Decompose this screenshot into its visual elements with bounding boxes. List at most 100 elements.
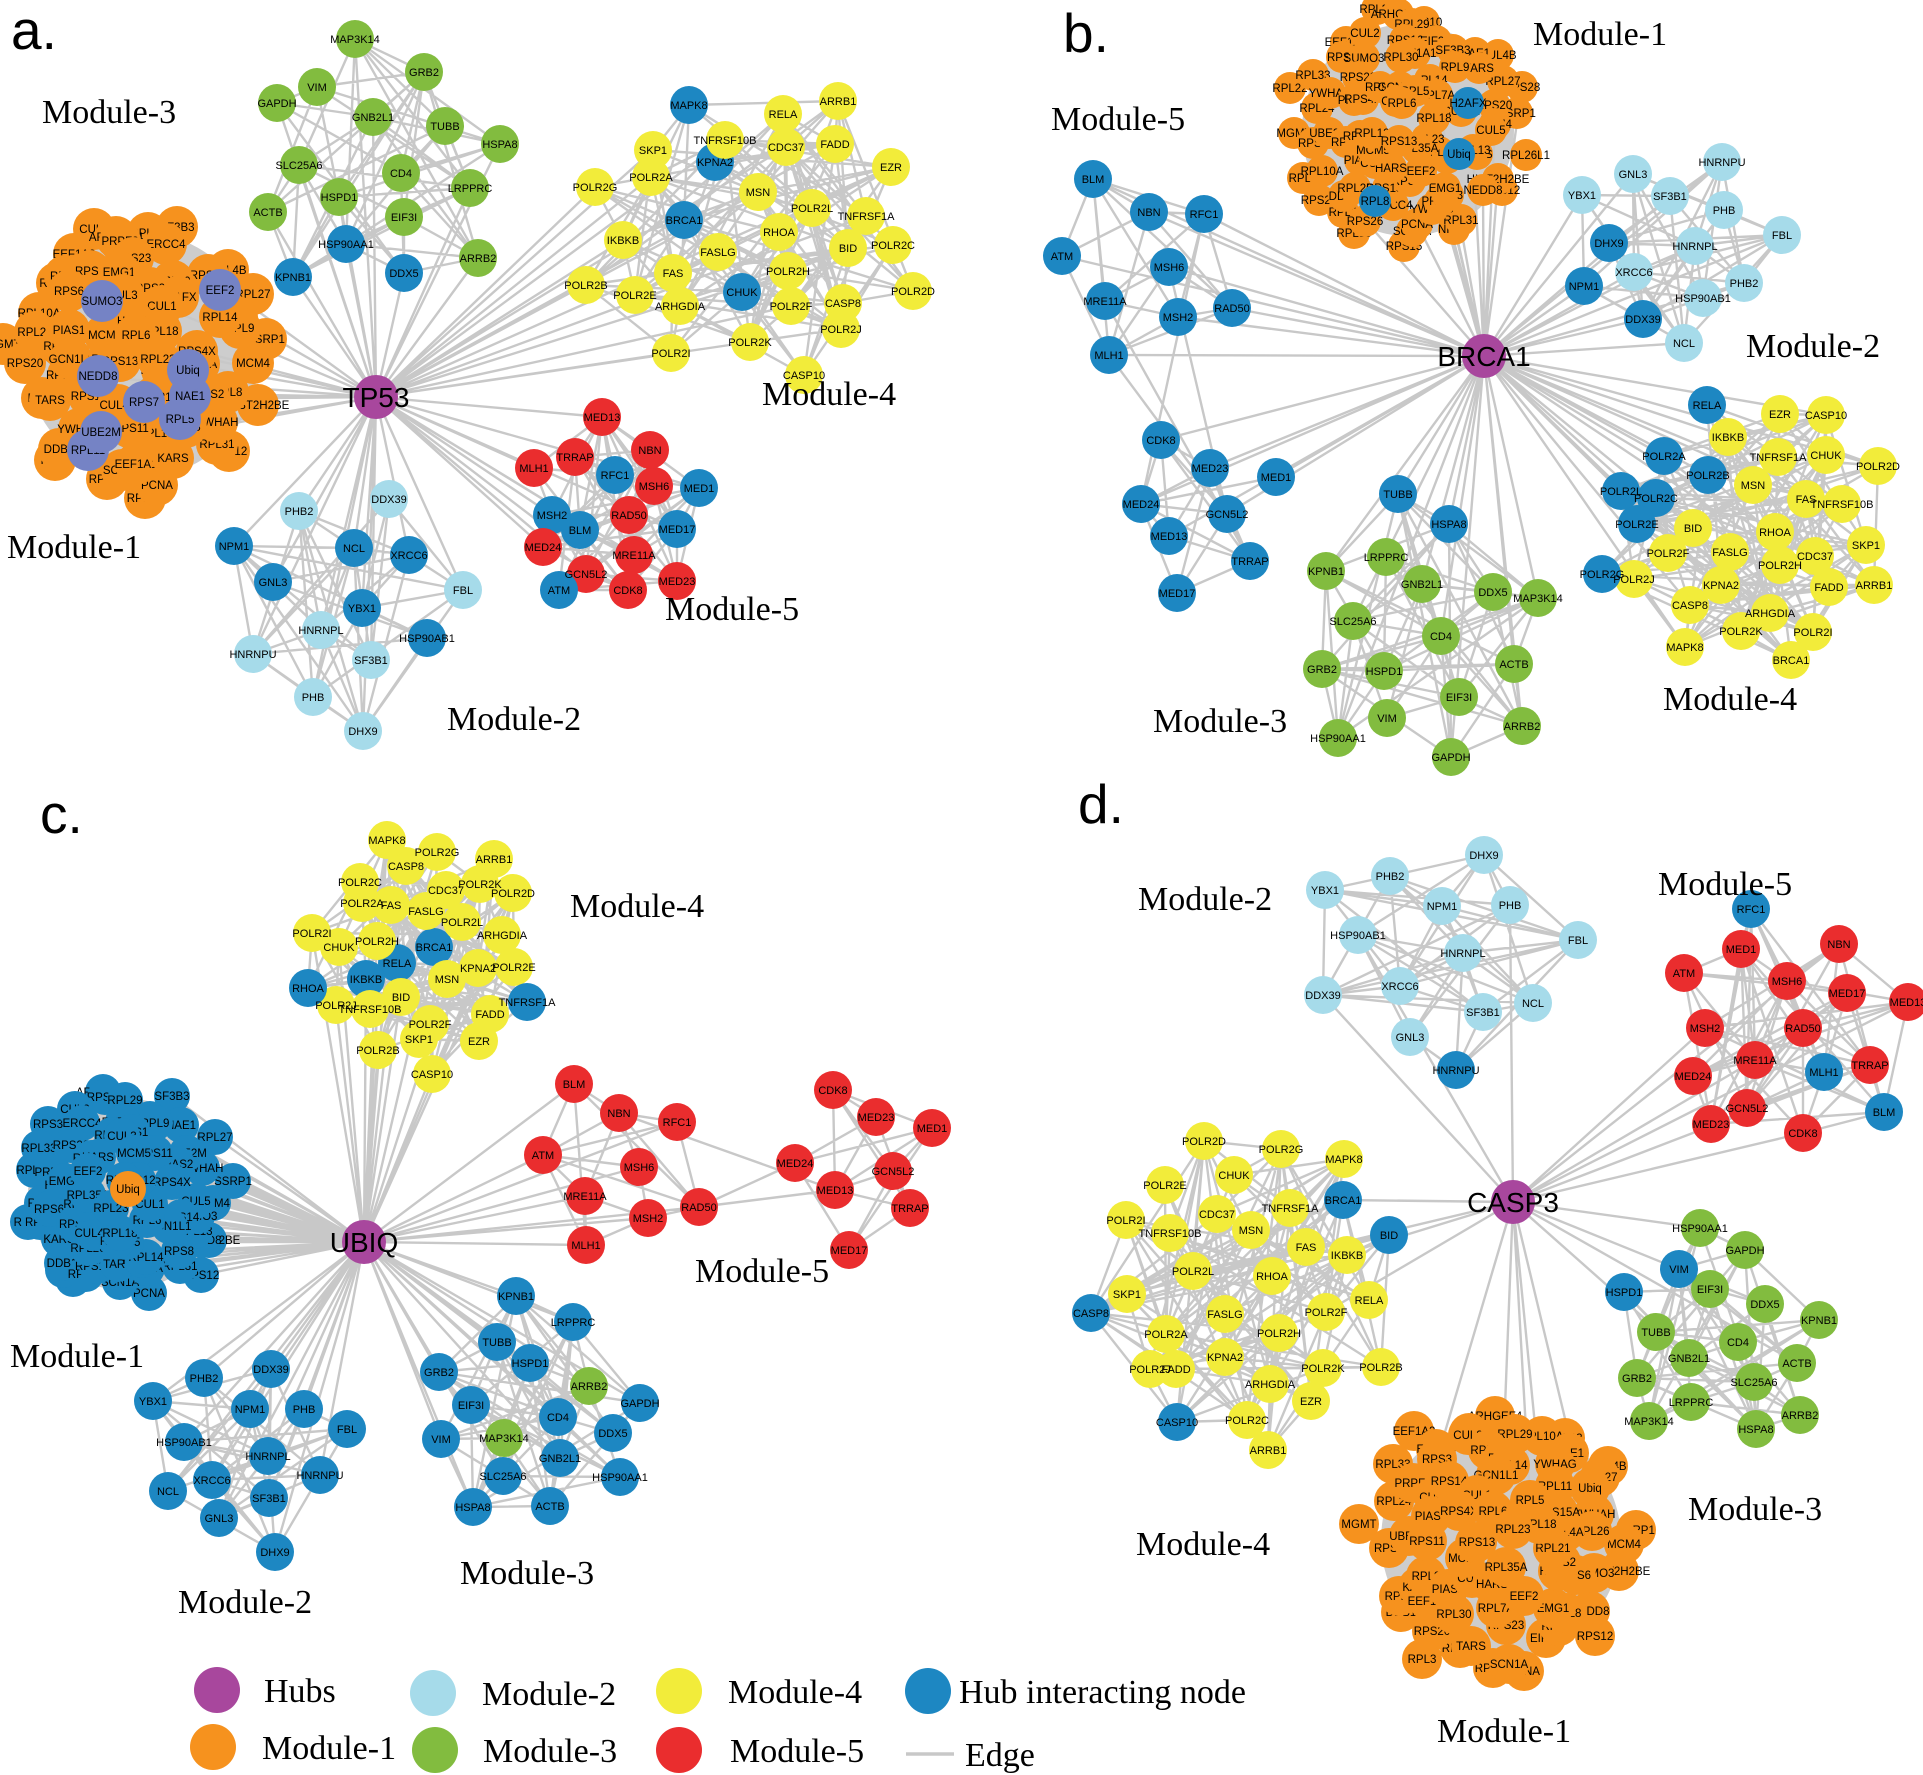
svg-text:Module-5: Module-5 — [730, 1733, 864, 1770]
svg-text:FAS: FAS — [663, 268, 684, 280]
svg-text:POLR2J: POLR2J — [1129, 1364, 1171, 1376]
svg-text:d.: d. — [1078, 773, 1124, 835]
svg-text:RPS20: RPS20 — [7, 358, 43, 370]
svg-text:Module-4: Module-4 — [570, 888, 704, 925]
svg-text:MLH1: MLH1 — [519, 463, 548, 475]
svg-text:LRPPRC: LRPPRC — [1669, 1397, 1714, 1409]
svg-text:POLR2E: POLR2E — [1615, 519, 1658, 531]
svg-text:TRRAP: TRRAP — [556, 452, 593, 464]
svg-text:VIM: VIM — [307, 82, 327, 94]
svg-text:RPS13: RPS13 — [1381, 136, 1417, 148]
svg-text:GRB2: GRB2 — [424, 1367, 454, 1379]
svg-text:HSPA8: HSPA8 — [1431, 519, 1466, 531]
svg-text:IKBKB: IKBKB — [350, 974, 382, 986]
svg-text:PHB2: PHB2 — [1730, 278, 1759, 290]
svg-text:RPS11: RPS11 — [1409, 1536, 1445, 1548]
svg-text:SLC25A6: SLC25A6 — [275, 160, 322, 172]
svg-text:GCN5L2: GCN5L2 — [1726, 1103, 1769, 1115]
svg-text:MGMT: MGMT — [1341, 1519, 1376, 1531]
svg-text:VIM: VIM — [1377, 713, 1397, 725]
svg-text:Module-4: Module-4 — [728, 1674, 862, 1711]
svg-text:Module-5: Module-5 — [695, 1253, 829, 1290]
svg-text:POLR2D: POLR2D — [1182, 1136, 1226, 1148]
svg-text:SF3B1: SF3B1 — [354, 655, 388, 667]
svg-text:KPNA2: KPNA2 — [460, 963, 496, 975]
svg-text:FADD: FADD — [1161, 1364, 1190, 1376]
svg-text:MED24: MED24 — [1123, 499, 1160, 511]
svg-text:UBIQ: UBIQ — [330, 1227, 398, 1258]
svg-text:POLR2A: POLR2A — [629, 172, 673, 184]
svg-text:NPM1: NPM1 — [235, 1404, 266, 1416]
svg-text:c.: c. — [40, 783, 83, 845]
svg-text:Hubs: Hubs — [264, 1673, 336, 1710]
svg-text:POLR2C: POLR2C — [338, 877, 382, 889]
svg-text:ATM: ATM — [1051, 251, 1073, 263]
svg-text:VIM: VIM — [1669, 1264, 1689, 1276]
svg-text:SF3B1: SF3B1 — [1653, 191, 1687, 203]
svg-text:HSP90AB1: HSP90AB1 — [399, 633, 455, 645]
svg-text:FASLG: FASLG — [408, 906, 443, 918]
svg-text:BLM: BLM — [563, 1079, 586, 1091]
svg-text:MAP3K14: MAP3K14 — [1513, 593, 1563, 605]
svg-text:RELA: RELA — [1693, 400, 1722, 412]
svg-text:BRCA1: BRCA1 — [1325, 1195, 1362, 1207]
svg-text:MED13: MED13 — [584, 412, 621, 424]
svg-text:MRE11A: MRE11A — [563, 1191, 607, 1203]
svg-text:ERCC4: ERCC4 — [147, 239, 187, 251]
svg-text:GRB2: GRB2 — [1622, 1373, 1652, 1385]
svg-text:POLR2K: POLR2K — [728, 337, 772, 349]
svg-text:DDX39: DDX39 — [1625, 314, 1660, 326]
svg-text:HNRNPU: HNRNPU — [1432, 1065, 1479, 1077]
svg-text:EIF3I: EIF3I — [391, 212, 417, 224]
svg-text:TNFRSF10B: TNFRSF10B — [1811, 499, 1874, 511]
svg-text:RFC1: RFC1 — [601, 470, 630, 482]
svg-text:MSN: MSN — [746, 187, 771, 199]
svg-text:MSN: MSN — [1741, 480, 1766, 492]
svg-text:RAD50: RAD50 — [611, 510, 646, 522]
svg-text:MED17: MED17 — [1829, 988, 1866, 1000]
svg-text:RAD50: RAD50 — [1214, 303, 1249, 315]
svg-text:RPL23: RPL23 — [1495, 1524, 1530, 1536]
svg-text:POLR2L: POLR2L — [1600, 486, 1642, 498]
svg-text:POLR2B: POLR2B — [1359, 1362, 1402, 1374]
svg-text:ACTB: ACTB — [1782, 1358, 1811, 1370]
svg-text:MED1: MED1 — [1726, 944, 1757, 956]
svg-text:DDB1: DDB1 — [44, 444, 75, 456]
svg-text:b.: b. — [1063, 2, 1109, 64]
svg-text:FBL: FBL — [1568, 935, 1588, 947]
svg-text:MRE11A: MRE11A — [1083, 296, 1127, 308]
svg-text:GNL3: GNL3 — [1396, 1032, 1425, 1044]
svg-text:MRE11A: MRE11A — [1733, 1055, 1777, 1067]
svg-text:SKP1: SKP1 — [1852, 540, 1880, 552]
svg-text:CHUK: CHUK — [323, 942, 355, 954]
svg-text:POLR2L: POLR2L — [1172, 1266, 1214, 1278]
svg-text:ARRB1: ARRB1 — [476, 854, 513, 866]
svg-text:MCM5: MCM5 — [117, 1148, 151, 1160]
svg-text:Ubiq: Ubiq — [1447, 149, 1471, 161]
svg-text:MSH6: MSH6 — [1772, 976, 1803, 988]
svg-text:SLC25A6: SLC25A6 — [1329, 616, 1376, 628]
svg-text:DHX9: DHX9 — [260, 1547, 289, 1559]
svg-text:RPL10A: RPL10A — [1301, 166, 1344, 178]
svg-text:BID: BID — [839, 243, 857, 255]
svg-text:GAPDH: GAPDH — [1431, 752, 1470, 764]
svg-text:GCN5L2: GCN5L2 — [565, 569, 608, 581]
svg-text:HSP90AA1: HSP90AA1 — [1672, 1223, 1728, 1235]
svg-text:NBN: NBN — [638, 445, 661, 457]
svg-text:IKBKB: IKBKB — [1331, 1250, 1363, 1262]
svg-text:EEF1A1: EEF1A1 — [115, 459, 158, 471]
svg-text:CDK8: CDK8 — [1146, 435, 1175, 447]
svg-text:RPL6: RPL6 — [1388, 98, 1417, 110]
svg-text:ARRB2: ARRB2 — [460, 253, 497, 265]
svg-text:GAPDH: GAPDH — [620, 1398, 659, 1410]
svg-text:RPS12: RPS12 — [1577, 1631, 1613, 1643]
svg-text:ACTB: ACTB — [253, 207, 282, 219]
svg-text:RPL22: RPL22 — [1272, 83, 1307, 95]
svg-text:SKP1: SKP1 — [639, 145, 667, 157]
svg-text:HSP90AB1: HSP90AB1 — [1675, 293, 1731, 305]
svg-text:MRE11A: MRE11A — [612, 550, 656, 562]
svg-text:RPL29: RPL29 — [107, 1095, 142, 1107]
svg-text:POLR2B: POLR2B — [1686, 470, 1729, 482]
svg-text:POLR2B: POLR2B — [356, 1045, 399, 1057]
svg-text:NAE1: NAE1 — [175, 391, 205, 403]
